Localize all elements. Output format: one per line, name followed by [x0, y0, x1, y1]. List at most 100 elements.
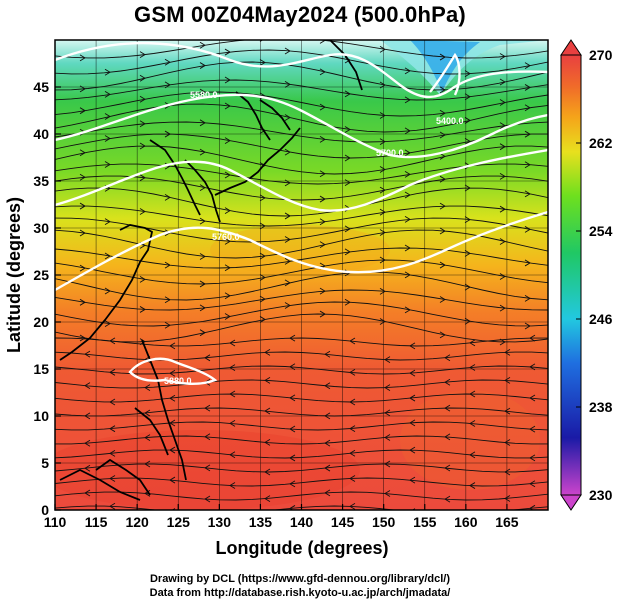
contour-label-5700: 5700.0 [376, 148, 404, 158]
streamline-arrow [469, 420, 476, 427]
streamline-arrow [529, 480, 536, 488]
streamline-arrow [324, 439, 331, 447]
streamline-arrow [204, 354, 211, 362]
streamline-arrow [164, 58, 171, 66]
streamline-arrow [109, 425, 116, 433]
streamline-arrow [404, 191, 411, 199]
streamline-arrow [469, 364, 476, 371]
y-axis-label: Latitude (degrees) [4, 197, 24, 353]
credit-data-source: Data from http://database.rish.kyoto-u.a… [149, 587, 451, 599]
streamline-arrow [84, 439, 91, 447]
streamline-arrow [289, 334, 296, 342]
streamline-arrow [349, 475, 356, 482]
streamline-arrow [469, 451, 476, 459]
streamline-arrow [439, 261, 446, 269]
streamline-arrow [224, 171, 231, 179]
streamline-arrow [164, 321, 171, 329]
streamline [55, 103, 548, 133]
streamline-arrow [284, 80, 291, 88]
streamline-arrow [79, 54, 86, 62]
streamline [55, 449, 548, 459]
streamline-arrow [409, 394, 416, 402]
streamline [55, 491, 548, 501]
streamline [55, 91, 548, 117]
streamline-arrow [444, 378, 451, 386]
y-tick-label: 35 [33, 173, 49, 189]
streamline-arrow [264, 407, 271, 415]
streamline-arrow [284, 279, 291, 287]
streamline-arrow [439, 109, 446, 117]
x-axis-ticks: 110 115 120 125 130 135 140 145 150 155 160 165 [44, 504, 519, 530]
streamline-arrow [199, 217, 206, 225]
streamline-arrow [439, 53, 446, 61]
streamline-arrow [229, 339, 236, 347]
streamline-arrow [289, 363, 296, 371]
streamline-arrow [109, 475, 116, 482]
streamline-arrow [344, 90, 351, 98]
x-tick-label: 150 [372, 514, 396, 530]
streamline-arrow [464, 138, 471, 145]
streamline [55, 421, 548, 431]
streamline-arrow [529, 363, 536, 371]
streamline-arrow [379, 112, 386, 119]
streamline-arrow [139, 74, 146, 82]
streamline-arrow [344, 179, 351, 187]
streamline [55, 49, 548, 75]
streamline-arrow [404, 67, 411, 75]
streamline-arrow [289, 480, 296, 488]
streamline-arrow [499, 205, 506, 213]
streamline-arrow [344, 154, 351, 162]
graticule [55, 40, 548, 510]
streamline-arrow [199, 253, 206, 260]
streamline-arrow [349, 425, 356, 432]
streamline-arrow [324, 350, 331, 358]
streamline-arrow [259, 59, 266, 66]
streamline-arrow [84, 489, 91, 497]
coastlines [59, 40, 363, 501]
streamline-arrow [324, 464, 331, 472]
streamline-arrow [264, 495, 271, 502]
streamline [55, 407, 548, 417]
streamline-arrow [199, 329, 206, 337]
x-tick-label: 120 [125, 514, 149, 530]
streamline-arrow [79, 107, 86, 115]
streamline-arrow [439, 202, 446, 210]
streamline-arrow [224, 48, 231, 56]
streamline-arrow [109, 398, 116, 406]
streamline-arrow [259, 194, 266, 202]
streamline [55, 289, 548, 311]
streamline-arrow [79, 298, 86, 306]
streamline-arrow [104, 320, 111, 328]
streamline-arrow [284, 212, 291, 220]
streamline [55, 133, 548, 159]
streamline-arrow [404, 96, 411, 104]
streamline-arrow [169, 419, 176, 427]
streamline-arrow [379, 229, 386, 236]
streamline [55, 121, 548, 143]
streamline-arrow [499, 78, 506, 86]
streamline-arrow [379, 45, 386, 53]
streamline-arrow [444, 404, 451, 412]
streamline-arrow [324, 489, 331, 497]
streamline-arrow [164, 194, 171, 201]
streamline-arrow [84, 464, 91, 472]
streamline-arrow [199, 62, 206, 69]
contour-labels: 5580.0 5700.0 5760.0 5400.0 5880.0 [164, 90, 464, 386]
x-axis-label: Longitude (degrees) [215, 538, 388, 558]
contour-label-5580: 5580.0 [190, 90, 218, 100]
streamline-arrow [284, 236, 291, 243]
streamline [55, 393, 548, 403]
streamline-arrow [529, 425, 536, 433]
streamline-arrow [144, 434, 151, 442]
streamline-arrow [139, 142, 146, 150]
contour-label-5760: 5760.0 [212, 232, 240, 242]
streamline-arrow [524, 161, 531, 169]
streamline-arrow [284, 148, 291, 156]
y-axis-ticks: 0 5 10 15 20 25 30 35 40 45 [33, 79, 61, 518]
y-tick-label: 40 [33, 126, 49, 142]
streamline-arrow [464, 70, 471, 77]
streamline-arrow [409, 476, 416, 484]
streamline-arrow [169, 369, 176, 377]
streamline-arrow [529, 394, 536, 402]
streamline-arrow [169, 446, 176, 454]
